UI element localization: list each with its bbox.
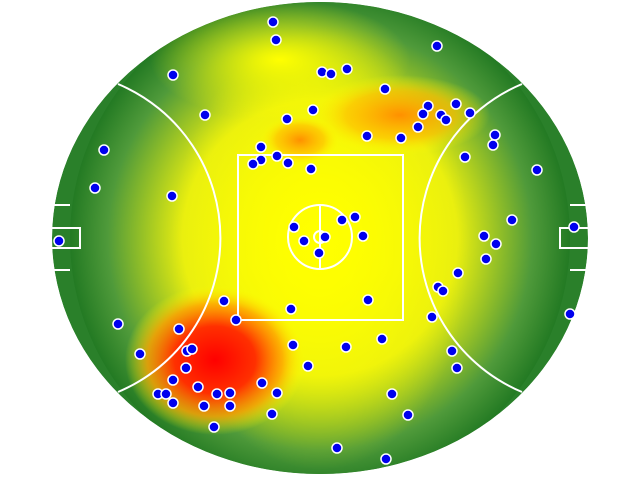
point	[506, 214, 518, 226]
point	[247, 158, 259, 170]
point	[313, 247, 325, 259]
point	[450, 98, 462, 110]
point	[340, 341, 352, 353]
point	[271, 150, 283, 162]
point	[134, 348, 146, 360]
point	[271, 387, 283, 399]
point	[288, 221, 300, 233]
point	[166, 190, 178, 202]
point	[218, 295, 230, 307]
point	[285, 303, 297, 315]
point	[362, 294, 374, 306]
point	[446, 345, 458, 357]
point	[180, 362, 192, 374]
point	[298, 235, 310, 247]
point	[361, 130, 373, 142]
point	[349, 211, 361, 223]
point	[376, 333, 388, 345]
point	[287, 339, 299, 351]
point	[305, 163, 317, 175]
point	[167, 374, 179, 386]
point	[531, 164, 543, 176]
point	[230, 314, 242, 326]
point	[402, 409, 414, 421]
point	[281, 113, 293, 125]
point	[167, 69, 179, 81]
point	[325, 68, 337, 80]
point	[417, 108, 429, 120]
point	[192, 381, 204, 393]
point	[490, 238, 502, 250]
point	[336, 214, 348, 226]
point	[270, 34, 282, 46]
point	[452, 267, 464, 279]
point	[487, 139, 499, 151]
point	[173, 323, 185, 335]
point	[437, 285, 449, 297]
point	[489, 129, 501, 141]
point	[422, 100, 434, 112]
point	[464, 107, 476, 119]
point	[426, 311, 438, 323]
point	[307, 104, 319, 116]
point	[53, 235, 65, 247]
point	[331, 442, 343, 454]
point	[199, 109, 211, 121]
point	[431, 40, 443, 52]
point	[112, 318, 124, 330]
point	[341, 63, 353, 75]
point	[198, 400, 210, 412]
point	[412, 121, 424, 133]
point	[302, 360, 314, 372]
point	[568, 221, 580, 233]
point	[208, 421, 220, 433]
point	[89, 182, 101, 194]
point	[440, 114, 452, 126]
point	[564, 308, 576, 320]
point	[395, 132, 407, 144]
point	[256, 377, 268, 389]
point	[478, 230, 490, 242]
point	[160, 388, 172, 400]
point	[224, 387, 236, 399]
point	[267, 16, 279, 28]
point	[480, 253, 492, 265]
point	[319, 231, 331, 243]
point	[255, 141, 267, 153]
point	[98, 144, 110, 156]
point	[379, 83, 391, 95]
point	[459, 151, 471, 163]
point	[211, 388, 223, 400]
point	[224, 400, 236, 412]
point	[386, 388, 398, 400]
point	[357, 230, 369, 242]
point	[167, 397, 179, 409]
point	[266, 408, 278, 420]
point	[451, 362, 463, 374]
point	[282, 157, 294, 169]
point	[186, 343, 198, 355]
point	[380, 453, 392, 465]
points	[53, 16, 580, 465]
